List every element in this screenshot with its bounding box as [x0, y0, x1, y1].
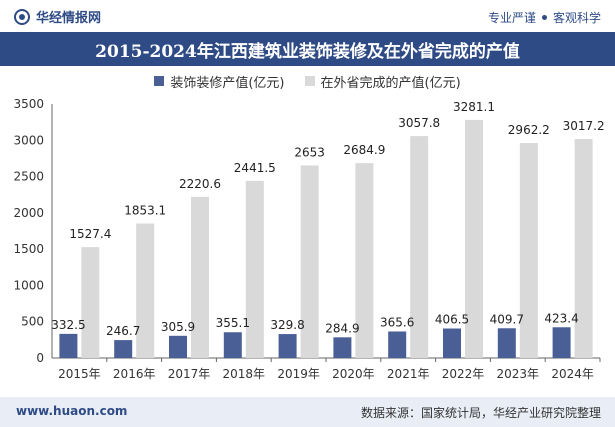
data-label-series2: 1527.4	[69, 227, 111, 241]
y-tick-label: 1500	[13, 242, 44, 256]
x-tick-label: 2024年	[551, 367, 594, 381]
data-label-series1: 329.8	[270, 318, 304, 332]
data-label-series2: 3017.2	[563, 119, 605, 133]
legend: 装饰装修产值(亿元) 在外省完成的产值(亿元)	[0, 70, 615, 92]
bar-series2	[519, 143, 538, 358]
bar-series2	[245, 180, 264, 358]
data-label-series1: 365.6	[380, 315, 414, 329]
dot-icon	[541, 15, 547, 20]
data-label-series1: 406.5	[435, 312, 469, 326]
y-tick-label: 500	[21, 315, 44, 329]
y-tick-label: 1000	[13, 278, 44, 292]
slogan: 专业严谨 客观科学	[488, 9, 601, 26]
logo-icon	[14, 8, 30, 25]
y-tick-label: 0	[36, 351, 44, 365]
bar-series1	[552, 327, 571, 358]
x-tick-label: 2016年	[113, 367, 156, 381]
x-tick-label: 2021年	[387, 367, 430, 381]
y-tick-label: 2500	[13, 170, 44, 184]
data-label-series2: 2220.6	[179, 177, 221, 191]
data-label-series1: 305.9	[161, 320, 195, 334]
bar-series2	[574, 139, 593, 358]
bar-series1	[114, 340, 133, 358]
legend-label-series2: 在外省完成的产值(亿元)	[320, 75, 461, 91]
top-bar: 华经情报网 专业严谨 客观科学	[0, 0, 615, 32]
bar-series2	[191, 196, 209, 358]
x-tick-label: 2020年	[332, 367, 375, 381]
data-label-series2: 2962.2	[508, 123, 550, 137]
legend-item-series1: 装饰装修产值(亿元)	[154, 70, 285, 92]
y-tick-label: 2000	[13, 206, 44, 220]
data-label-series2: 2653	[294, 145, 325, 159]
bar-series1	[333, 337, 352, 358]
legend-swatch-series1	[154, 76, 165, 86]
bar-series1	[497, 328, 516, 358]
slogan-left: 专业严谨	[487, 11, 536, 25]
data-source: 数据来源：国家统计局，华经产业研究院整理	[360, 406, 601, 420]
bar-series1	[169, 335, 187, 358]
bar-series1	[59, 333, 78, 358]
bar-series2	[300, 165, 319, 358]
x-tick-label: 2023年	[497, 367, 540, 381]
data-label-series2: 3281.1	[453, 100, 495, 114]
bar-series1	[223, 332, 242, 358]
data-label-series1: 355.1	[216, 316, 250, 330]
data-label-series2: 2684.9	[343, 143, 385, 157]
x-tick-label: 2015年	[58, 367, 101, 381]
legend-item-series2: 在外省完成的产值(亿元)	[304, 70, 461, 92]
x-tick-label: 2022年	[442, 367, 485, 381]
bar-series1	[388, 331, 407, 358]
data-label-series1: 409.7	[490, 312, 524, 326]
legend-label-series1: 装饰装修产值(亿元)	[170, 75, 285, 91]
chart-title: 2015-2024年江西建筑业装饰装修及在外省完成的产值	[95, 41, 520, 62]
title-bar: 2015-2024年江西建筑业装饰装修及在外省完成的产值	[0, 32, 615, 66]
data-label-series1: 423.4	[544, 311, 578, 325]
legend-swatch-series2	[304, 76, 315, 86]
bar-series1	[443, 328, 461, 358]
logo: 华经情报网	[14, 7, 101, 26]
bar-series1	[278, 334, 297, 358]
slogan-right: 客观科学	[552, 11, 601, 25]
website-link[interactable]: www.huaon.com	[16, 404, 128, 418]
y-tick-label: 3500	[13, 97, 44, 111]
x-tick-label: 2017年	[168, 367, 211, 381]
data-label-series2: 1853.1	[124, 204, 166, 218]
logo-text: 华经情报网	[36, 11, 102, 26]
footer: www.huaon.com 数据来源：国家统计局，华经产业研究院整理	[0, 397, 615, 427]
data-label-series2: 3057.8	[398, 116, 440, 130]
bar-chart: 0 500 1000 1500 2000 2500 3000 3500 332.5 1527.4 2…	[13, 97, 605, 381]
data-label-series2: 2441.5	[234, 161, 276, 175]
x-tick-label: 2018年	[223, 367, 266, 381]
bar-series2	[465, 119, 483, 358]
data-label-series1: 284.9	[325, 321, 359, 335]
bar-series2	[355, 163, 374, 358]
bar-series2	[81, 247, 100, 358]
x-tick-label: 2019年	[277, 367, 320, 381]
data-label-series1: 246.7	[106, 324, 140, 338]
y-tick-label: 3000	[13, 133, 44, 147]
bar-series2	[136, 223, 155, 358]
data-label-series1: 332.5	[51, 318, 85, 332]
bar-series2	[410, 136, 429, 358]
